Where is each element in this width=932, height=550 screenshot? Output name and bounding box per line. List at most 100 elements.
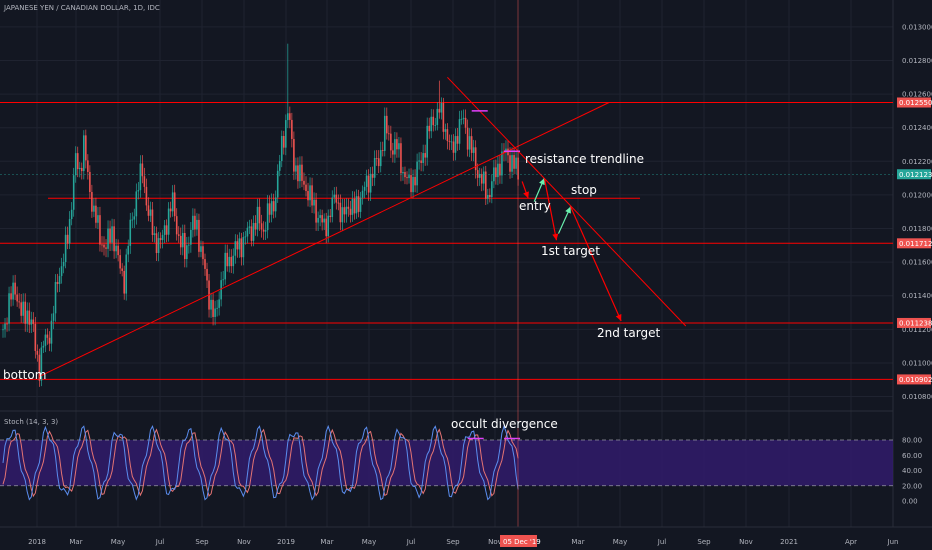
candle-body [2, 329, 4, 331]
candle-body [460, 118, 463, 120]
candle-body [111, 226, 113, 243]
candle-body [268, 203, 271, 215]
price-candles [2, 43, 519, 387]
candle-body [216, 307, 218, 309]
support-trendline [39, 102, 610, 377]
candle-body [91, 192, 93, 212]
candle-body [315, 199, 317, 223]
candle-body [464, 117, 467, 128]
candle-body [381, 150, 384, 151]
candle-body [212, 299, 214, 317]
candle-body [386, 115, 388, 134]
candle-body [72, 175, 75, 210]
candle-body [254, 222, 257, 230]
candle-body [214, 308, 216, 317]
candle-body [278, 160, 281, 171]
annotation-label: entry [519, 199, 551, 213]
candle-body [85, 135, 87, 161]
candle-body [232, 255, 235, 267]
candle-body [509, 155, 511, 172]
candle-body [228, 256, 231, 267]
drawings-layer [39, 76, 687, 377]
candle-body [452, 141, 455, 153]
price-tag-label: 0.012123 [899, 171, 932, 179]
candle-body [62, 262, 65, 267]
candle-body [373, 158, 376, 178]
candle-body [107, 228, 109, 249]
candle-body [78, 167, 81, 170]
candle-body [438, 108, 441, 113]
candle-body [4, 323, 6, 330]
candle-body [317, 217, 319, 223]
candle-body [6, 323, 8, 325]
candle-body [101, 244, 103, 246]
candle-body [240, 238, 243, 258]
stoch-tick-label: 0.00 [902, 498, 918, 506]
candle-body [297, 165, 299, 182]
price-tag-box [897, 169, 931, 180]
time-tick-label: May [111, 538, 125, 546]
candle-body [260, 223, 263, 230]
time-tick-label: Sep [195, 538, 209, 546]
candle-body [424, 153, 426, 158]
candle-body [129, 219, 132, 246]
annotation-label: 1st target [541, 244, 600, 258]
time-tick-label: Jun [887, 538, 899, 546]
candle-body [95, 205, 97, 223]
candle-body [137, 190, 140, 192]
candle-body [28, 310, 31, 325]
candle-body [375, 158, 378, 159]
candle-body [123, 270, 125, 294]
candle-body [56, 281, 59, 285]
candle-body [258, 206, 261, 224]
candle-body [442, 103, 445, 132]
candle-body [428, 125, 431, 132]
stochastic-panel [0, 424, 893, 501]
candle-body [420, 160, 422, 163]
candle-body [115, 245, 117, 252]
candle-body [412, 176, 414, 193]
candle-body [64, 234, 67, 263]
time-tick-label: Nov [739, 538, 753, 546]
price-tag-box [897, 317, 931, 328]
candle-body [341, 207, 344, 223]
candle-body [70, 209, 73, 220]
candle-body [34, 323, 37, 351]
candle-body [333, 194, 336, 198]
candle-body [155, 233, 158, 254]
candle-body [74, 153, 77, 176]
candle-body [54, 281, 57, 314]
candle-body [349, 208, 352, 215]
candle-body [303, 180, 305, 185]
candle-body [177, 234, 180, 236]
candle-body [151, 209, 154, 235]
time-tick-label: Sep [446, 538, 460, 546]
candle-body [109, 228, 111, 243]
candle-body [44, 334, 47, 346]
candle-body [383, 115, 386, 151]
time-tick-label: Nov [488, 538, 502, 546]
annotations-layer: resistance trendline stop entry 1st target 2… [3, 152, 660, 382]
candle-body [513, 155, 515, 169]
candle-body [482, 171, 485, 184]
candle-body [236, 241, 239, 250]
annotation-occult-divergence: occult divergence [451, 417, 558, 431]
candle-body [68, 219, 71, 244]
candle-body [377, 158, 380, 167]
grid-lines [0, 0, 894, 527]
time-tick-label: Jul [155, 538, 165, 546]
candle-body [280, 135, 283, 161]
candle-body [218, 299, 220, 308]
candle-body [14, 282, 16, 295]
candle-body [484, 171, 487, 199]
stoch-k-line [2, 424, 519, 501]
candle-body [339, 202, 342, 223]
candle-body [299, 164, 301, 182]
arrow-down-entry-head [523, 191, 529, 199]
annotation-label: 2nd target [597, 326, 660, 340]
